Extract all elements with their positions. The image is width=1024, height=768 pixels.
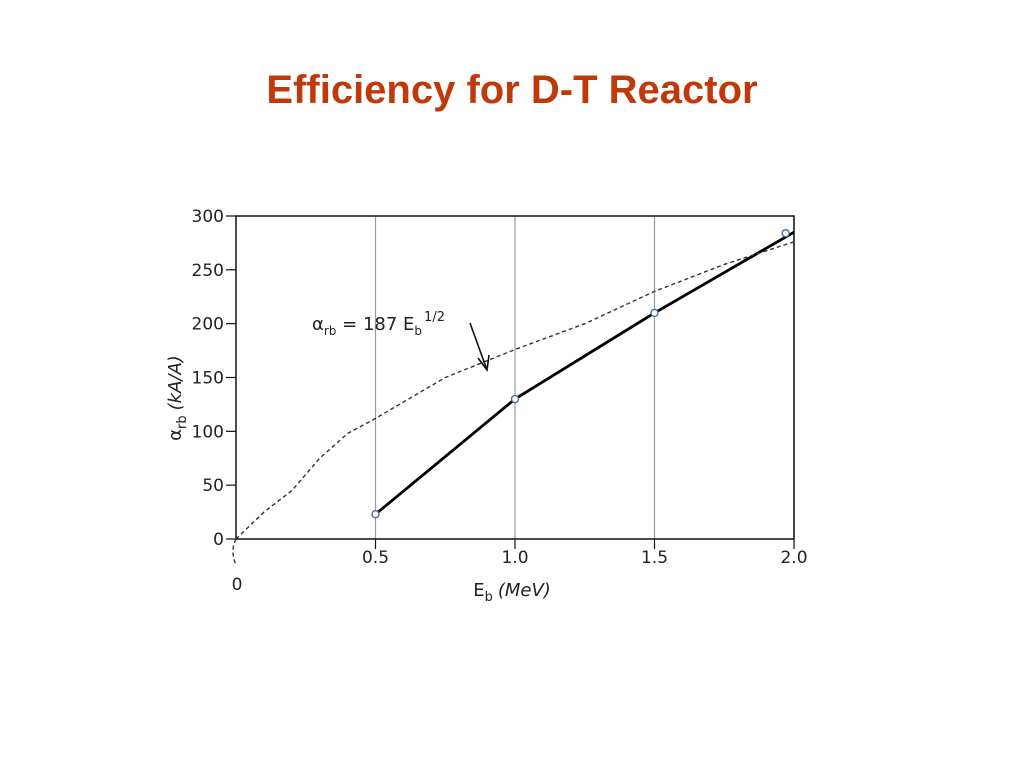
data-point-marker — [371, 510, 380, 519]
x-axis-label-main: E — [473, 580, 484, 601]
y-tick-label: 200 — [192, 315, 224, 335]
annotation-arrow — [469, 322, 488, 371]
y-axis-label-main: α — [165, 429, 186, 441]
grid-layer — [374, 216, 795, 539]
data-point-marker — [510, 394, 520, 404]
y-tick-label: 50 — [202, 476, 224, 496]
slide-title: Efficiency for D-T Reactor — [266, 68, 758, 112]
x-tick-label: 0.5 — [362, 548, 389, 568]
x-ticks: 0.5 1.0 1.5 2.0 — [362, 539, 808, 568]
annotation-var-sub: b — [414, 324, 422, 338]
y-tick-label: 300 — [192, 207, 224, 227]
series-dashed-line — [235, 241, 795, 540]
y-tick-label: 0 — [213, 530, 224, 550]
x-origin-label: 0 — [232, 575, 243, 595]
y-axis-label: αrb (kA/A) — [165, 355, 190, 441]
x-axis-label-sub: b — [485, 590, 493, 605]
x-tick-label: 1.5 — [641, 548, 668, 568]
series-layer — [232, 230, 795, 566]
y-axis-label-unit: (kA/A) — [165, 355, 186, 410]
annotation-exponent: 1/2 — [424, 310, 445, 325]
marker-layer — [371, 229, 790, 519]
y-tick-label: 150 — [192, 369, 224, 389]
x-axis-label-unit: (MeV) — [498, 580, 551, 601]
x-axis-label: Eb (MeV) — [473, 580, 551, 605]
y-tick-label: 250 — [192, 261, 224, 281]
series-dashed-tail — [232, 538, 237, 566]
x-tick-label: 2.0 — [780, 548, 807, 568]
annotation-arrowhead — [477, 354, 490, 373]
data-point-marker — [650, 308, 659, 318]
y-axis-label-sub: rb — [175, 415, 190, 429]
annotation-base-sub: rb — [324, 324, 337, 338]
data-point-marker — [781, 229, 790, 238]
annotation-formula: αrb = 187 Eb1/2 — [312, 310, 445, 338]
series-solid-line — [374, 230, 795, 516]
x-tick-label: 1.0 — [501, 548, 528, 568]
y-tick-label: 100 — [192, 422, 224, 442]
annotation-base: α — [312, 314, 324, 335]
y-ticks: 0 50 100 150 200 250 300 — [192, 207, 236, 550]
annotation-equals: = 187 E — [336, 314, 414, 335]
